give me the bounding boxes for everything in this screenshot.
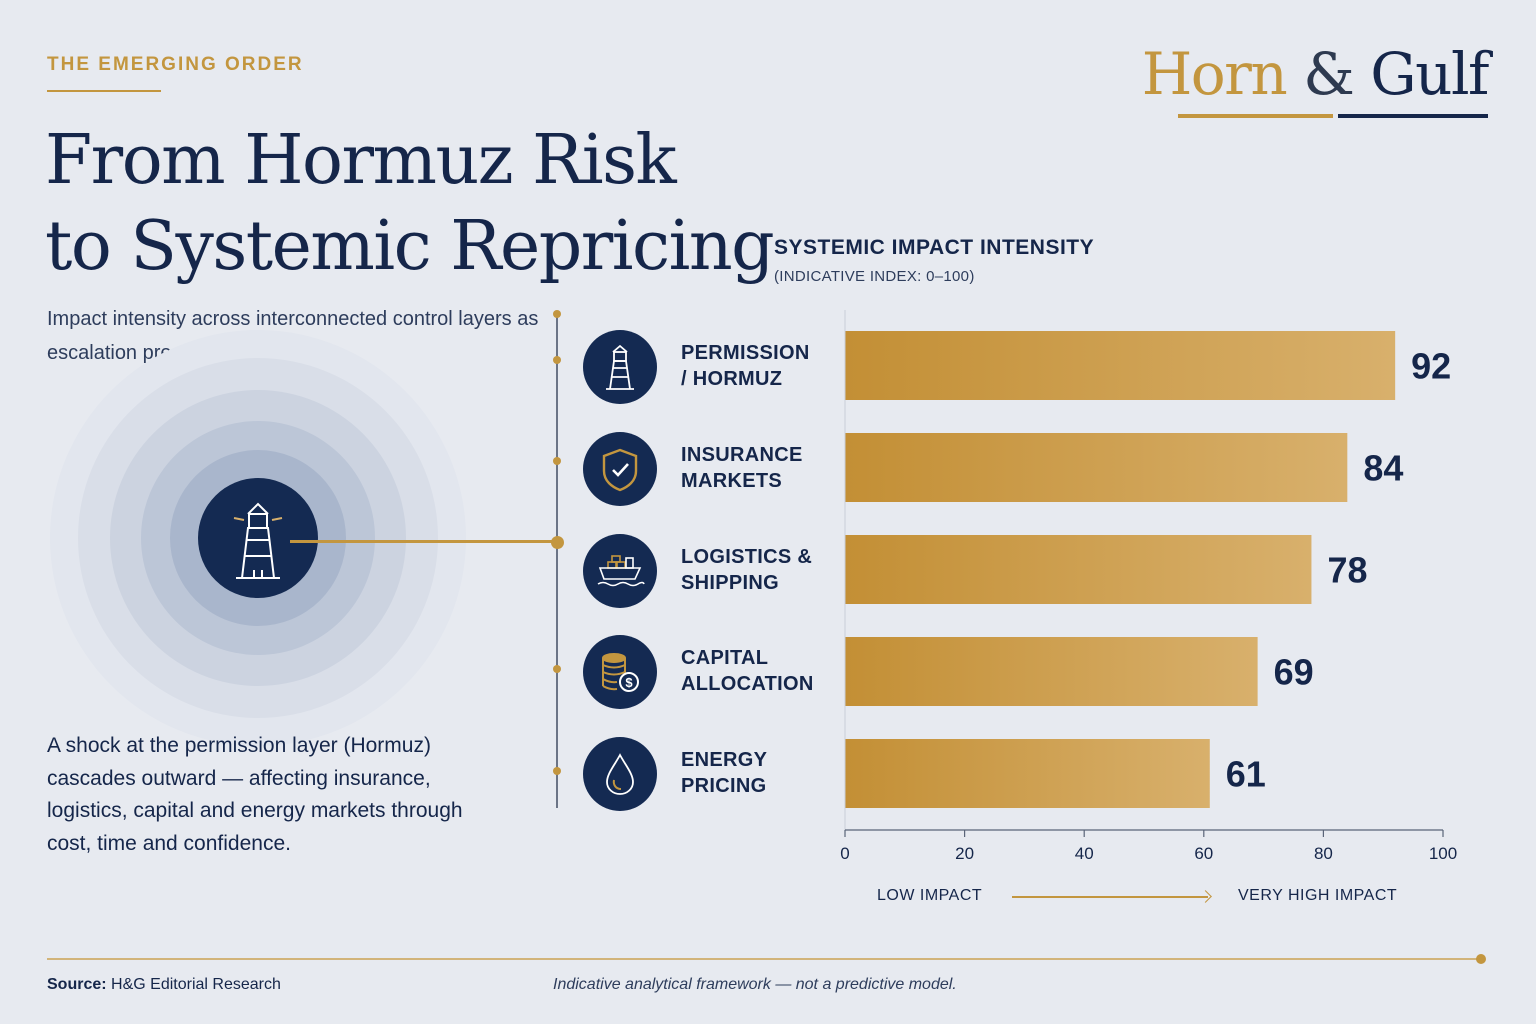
x-tick-label: 20 xyxy=(955,844,974,863)
x-axis: 0 20 40 60 80 100 xyxy=(840,310,1457,863)
source-value: H&G Editorial Research xyxy=(111,976,281,993)
category-label: ENERGY PRICING xyxy=(681,747,831,799)
logo-amp: & xyxy=(1303,40,1355,108)
category-label-line2: MARKETS xyxy=(681,470,782,492)
timeline-dot-5 xyxy=(553,767,561,775)
logo-horn: Horn xyxy=(1141,40,1288,108)
body-text: A shock at the permission layer (Hormuz)… xyxy=(47,734,463,855)
shock-rings xyxy=(50,330,466,746)
bar-series: 92 84 78 69 61 xyxy=(845,331,1451,808)
category-label-line1: LOGISTICS & xyxy=(681,546,813,568)
timeline-dot-2 xyxy=(553,457,561,465)
bar xyxy=(845,535,1312,604)
kicker-rule xyxy=(47,90,161,92)
data-label: 69 xyxy=(1274,652,1314,693)
bar xyxy=(845,331,1396,400)
category-label: LOGISTICS & SHIPPING xyxy=(681,544,831,596)
category-label: CAPITAL ALLOCATION xyxy=(681,645,831,697)
kicker: THE EMERGING ORDER xyxy=(47,54,304,75)
footer-dot xyxy=(1476,954,1486,964)
logo-rule-navy xyxy=(1338,114,1488,118)
data-label: 61 xyxy=(1226,754,1266,795)
cargo-ship-icon xyxy=(583,534,657,608)
shield-check-icon xyxy=(583,432,657,506)
bar xyxy=(845,739,1210,808)
title-line-1: From Hormuz Risk xyxy=(45,121,677,200)
source-label: Source: xyxy=(47,976,107,993)
data-label: 92 xyxy=(1411,346,1451,387)
scale-high-label: VERY HIGH IMPACT xyxy=(1238,887,1398,904)
category-label: INSURANCE MARKETS xyxy=(681,442,831,494)
x-tick-label: 100 xyxy=(1429,844,1457,863)
bar xyxy=(845,433,1348,502)
bar xyxy=(845,637,1258,706)
category-label-line2: ALLOCATION xyxy=(681,673,814,695)
timeline-dot-4 xyxy=(553,665,561,673)
chart-subtitle: (INDICATIVE INDEX: 0–100) xyxy=(774,268,975,285)
oil-drop-icon xyxy=(583,737,657,811)
x-tick-label: 0 xyxy=(840,844,849,863)
svg-text:$: $ xyxy=(625,675,633,690)
category-label-line2: SHIPPING xyxy=(681,572,779,594)
source-note: Source: H&G Editorial Research xyxy=(47,976,281,994)
timeline-dot-1 xyxy=(553,356,561,364)
timeline-dot-top xyxy=(553,310,561,318)
logo-gulf: Gulf xyxy=(1370,40,1489,108)
scale-arrow-icon xyxy=(1012,896,1208,898)
chart-title: SYSTEMIC IMPACT INTENSITY xyxy=(774,236,1095,259)
category-label-line1: CAPITAL xyxy=(681,647,769,669)
category-label-line1: INSURANCE xyxy=(681,444,803,466)
x-tick-label: 60 xyxy=(1194,844,1213,863)
x-tick-label: 80 xyxy=(1314,844,1333,863)
shock-connector xyxy=(290,540,556,543)
category-label-line1: PERMISSION xyxy=(681,342,810,364)
footer-rule xyxy=(47,958,1481,960)
data-label: 78 xyxy=(1327,550,1367,591)
x-tick-label: 40 xyxy=(1075,844,1094,863)
scale-low-label: LOW IMPACT xyxy=(877,887,983,904)
category-label: PERMISSION / HORMUZ xyxy=(681,340,831,392)
title-line-2: to Systemic Repricing xyxy=(45,207,775,286)
lighthouse-core xyxy=(198,478,318,598)
page-title: From Hormuz Risk to Systemic Repricing xyxy=(45,118,775,290)
lighthouse-icon xyxy=(233,502,283,579)
category-label-line1: ENERGY xyxy=(681,749,768,771)
timeline-dot-3 xyxy=(551,536,564,549)
logo-rule-gold xyxy=(1178,114,1333,118)
brand-logo: Horn & Gulf xyxy=(1141,40,1490,108)
data-label: 84 xyxy=(1363,448,1403,489)
timeline-line xyxy=(556,314,558,808)
lighthouse-icon xyxy=(583,330,657,404)
coin-stack-icon: $ xyxy=(583,635,657,709)
category-label-line2: PRICING xyxy=(681,775,767,797)
disclaimer: Indicative analytical framework — not a … xyxy=(553,976,957,993)
category-label-line2: / HORMUZ xyxy=(681,368,783,390)
